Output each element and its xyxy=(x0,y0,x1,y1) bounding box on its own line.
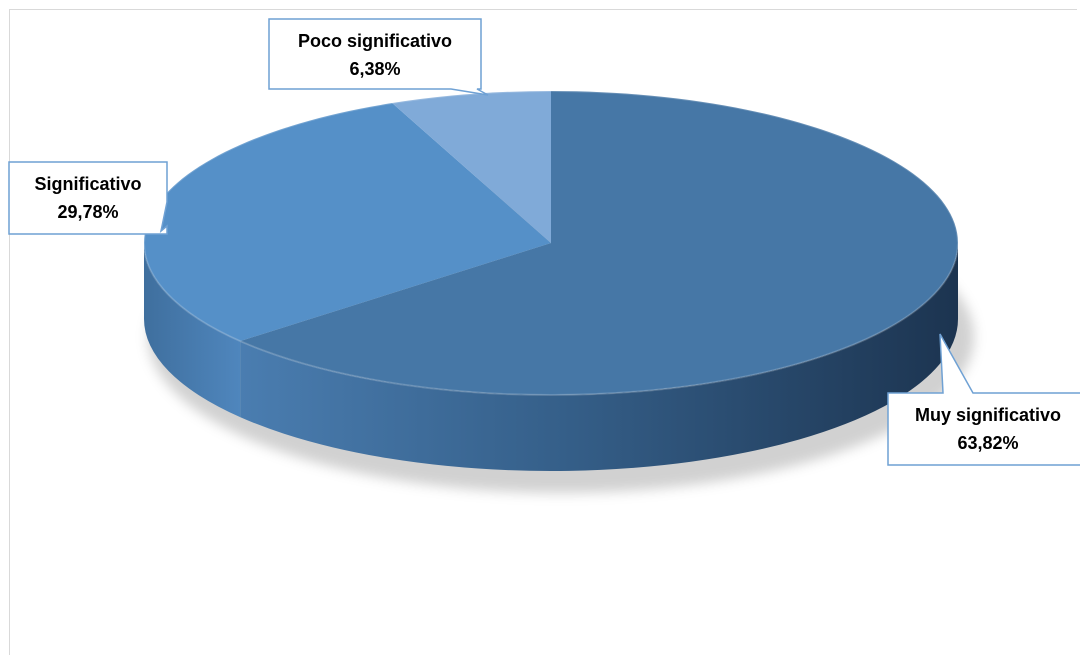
pie-slice-muy-significativo xyxy=(240,91,958,395)
callout-value: 29,78% xyxy=(57,202,118,222)
callout-box xyxy=(8,161,168,235)
pie-rim xyxy=(143,90,959,396)
pie-side-muy-significativo xyxy=(240,243,959,471)
pie-slice-poco-significativo xyxy=(392,91,551,243)
data-label-significativo: Significativo 29,78% xyxy=(8,161,168,235)
pie-side-significativo xyxy=(144,243,241,418)
data-label-muy-significativo: Muy significativo 63,82% xyxy=(887,333,1080,466)
callout-box xyxy=(268,18,489,96)
pie-slice-significativo xyxy=(143,103,552,342)
callout-value: 6,38% xyxy=(349,59,400,79)
callout-category: Poco significativo xyxy=(298,31,452,51)
callout-value: 63,82% xyxy=(957,433,1018,453)
callout-category: Muy significativo xyxy=(915,405,1061,425)
callout-box xyxy=(887,333,1080,466)
chart-area xyxy=(9,9,1077,655)
data-label-poco-significativo: Poco significativo 6,38% xyxy=(268,18,489,96)
callout-category: Significativo xyxy=(34,174,141,194)
